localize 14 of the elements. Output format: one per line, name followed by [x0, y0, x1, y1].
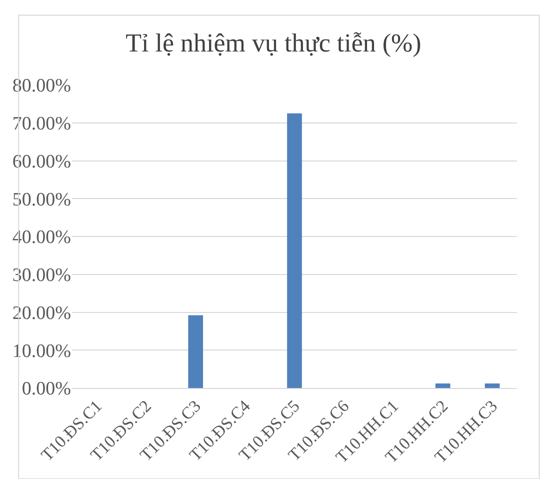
bar	[435, 383, 450, 388]
y-tick-label: 70.00%	[12, 114, 72, 135]
bar	[484, 383, 500, 388]
chart-title: Tỉ lệ nhiệm vụ thực tiễn (%)	[126, 28, 422, 58]
y-tick-label: 20.00%	[12, 302, 72, 324]
y-tick-label: 30.00%	[12, 265, 72, 286]
y-tick-label: 50.00%	[12, 189, 72, 210]
bar	[287, 113, 302, 388]
bar	[188, 315, 204, 388]
y-tick-label: 10.00%	[12, 340, 72, 362]
y-tick-label: 40.00%	[12, 227, 72, 248]
y-tick-label: 0.00%	[22, 378, 72, 400]
y-tick-label: 60.00%	[12, 151, 72, 172]
y-tick-label: 80.00%	[12, 76, 72, 97]
